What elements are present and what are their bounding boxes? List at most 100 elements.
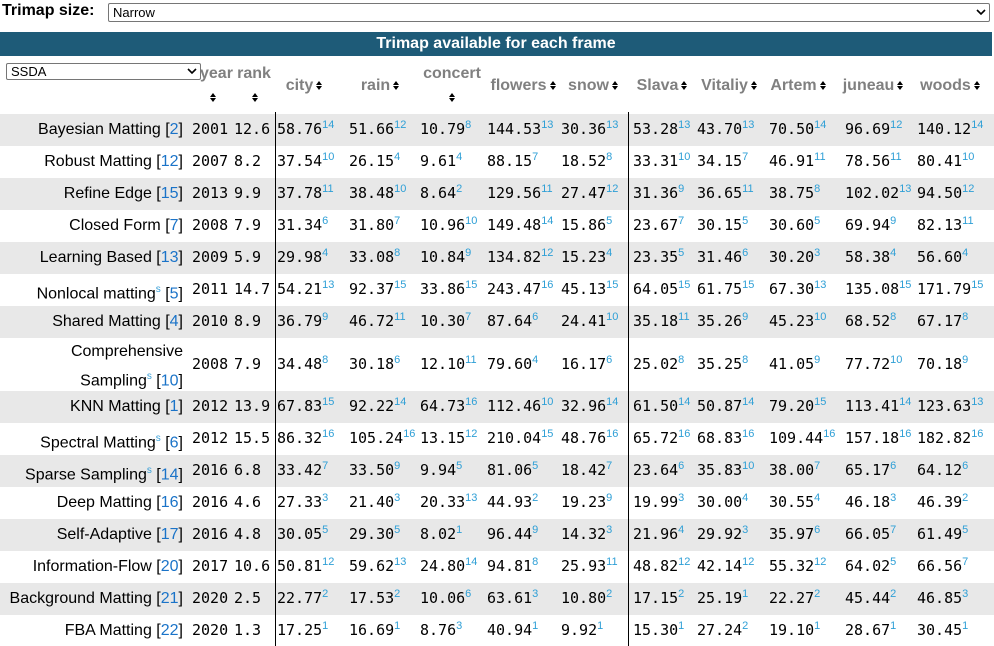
reference-link[interactable]: 22	[160, 621, 179, 639]
reference-link[interactable]: 10	[160, 372, 179, 390]
score-value: 56.60	[917, 248, 963, 266]
score-rank: 8	[814, 183, 821, 195]
reference-link[interactable]: 17	[160, 526, 179, 543]
column-header-rain[interactable]: rain	[340, 77, 420, 95]
reference-link[interactable]: 6	[169, 434, 179, 452]
score-rank: 4	[814, 492, 821, 504]
reference-link[interactable]: 20	[160, 558, 179, 575]
method-source-marker: s	[146, 465, 152, 476]
score-cell-woods: 140.1214	[917, 120, 983, 139]
score-rank: 7	[890, 524, 897, 536]
method-rank: 5.9	[234, 248, 262, 266]
score-value: 129.56	[487, 184, 542, 202]
score-value: 18.42	[561, 461, 607, 479]
method-name: Spectral Mattings [6]	[40, 433, 183, 452]
score-value: 17.53	[349, 589, 395, 607]
score-cell-concert: 13.1512	[420, 429, 477, 448]
score-value: 38.00	[769, 461, 815, 479]
sort-arrows-icon[interactable]	[316, 81, 323, 91]
reference-link[interactable]: 5	[169, 285, 179, 303]
method-year: 2020	[192, 620, 229, 639]
score-value: 15.86	[561, 216, 607, 234]
score-rank: 10	[814, 311, 827, 323]
column-header-artem[interactable]: Artem	[758, 77, 838, 95]
sort-arrows-icon[interactable]	[393, 81, 400, 91]
score-rank: 5	[890, 556, 897, 568]
score-cell-slava: 15.301	[633, 620, 684, 639]
column-header-year[interactable]: year	[200, 65, 233, 82]
reference-link[interactable]: 21	[160, 590, 179, 607]
reference-link[interactable]: 16	[160, 494, 179, 511]
score-cell-artem: 67.3013	[769, 280, 826, 299]
score-cell-juneau: 46.183	[845, 493, 896, 512]
score-value: 92.37	[349, 280, 395, 298]
top-bar: Trimap size: Narrow	[0, 0, 994, 26]
column-header-juneau[interactable]: juneau	[833, 77, 913, 95]
score-cell-slava: 33.3110	[633, 152, 690, 171]
reference-link[interactable]: 12	[160, 153, 179, 170]
method-name-text: Information-Flow	[32, 558, 152, 575]
column-header-snow[interactable]: snow	[553, 77, 633, 95]
score-rank: 8	[742, 353, 749, 366]
score-cell-concert: 10.849	[420, 248, 471, 267]
score-cell-vitaliy: 36.6511	[697, 184, 754, 203]
score-rank: 12	[678, 556, 691, 568]
sort-arrows-icon[interactable]	[449, 93, 455, 103]
score-cell-vitaliy: 35.258	[697, 353, 749, 373]
score-cell-artem: 45.2310	[769, 311, 827, 331]
score-rank: 15	[899, 279, 912, 291]
reference-link[interactable]: 7	[169, 217, 179, 234]
sort-arrows-icon[interactable]	[819, 81, 826, 91]
reference-link[interactable]: 4	[169, 313, 179, 330]
reference-link[interactable]: 13	[160, 249, 179, 266]
score-value: 149.48	[487, 216, 542, 234]
score-rank: 2	[742, 619, 749, 632]
column-header-slava[interactable]: Slava	[622, 77, 702, 95]
reference-link[interactable]: 15	[160, 185, 179, 202]
sort-arrows-icon[interactable]	[210, 93, 216, 102]
score-rank: 10	[606, 311, 619, 323]
reference-link[interactable]: 1	[169, 398, 179, 415]
method-name-text: Sparse Sampling	[25, 466, 147, 484]
sort-arrows-icon[interactable]	[252, 93, 258, 102]
sort-arrows-icon[interactable]	[750, 81, 757, 91]
column-header-rank[interactable]: rank	[237, 65, 271, 82]
column-header-city[interactable]: city	[264, 77, 344, 95]
score-value: 37.54	[277, 152, 323, 170]
score-rank: 11	[394, 311, 406, 323]
score-cell-city: 27.333	[277, 493, 328, 512]
reference-link[interactable]: 14	[160, 466, 179, 484]
sort-arrows-icon[interactable]	[549, 81, 556, 91]
score-rank: 4	[678, 524, 685, 536]
score-cell-slava: 25.028	[633, 354, 684, 373]
score-cell-vitaliy: 27.242	[697, 619, 749, 639]
sort-arrows-icon[interactable]	[973, 81, 980, 91]
table-row: Robust Matting [12] 2007 8.2 37.5410 26.154 9…	[0, 146, 994, 178]
score-cell-rain: 26.154	[349, 152, 400, 171]
score-value: 243.47	[487, 280, 542, 298]
score-cell-city: 86.3216	[277, 429, 334, 448]
score-cell-slava: 65.7216	[633, 429, 690, 448]
method-name-text: Self-Adaptive	[56, 526, 152, 543]
score-rank: 15	[814, 396, 827, 408]
score-cell-artem: 30.605	[769, 216, 820, 235]
score-value: 23.64	[633, 461, 679, 479]
method-filter-select[interactable]: SSDA	[6, 63, 201, 80]
column-header-woods[interactable]: woods	[910, 77, 990, 95]
score-value: 29.92	[697, 525, 743, 543]
reference-link[interactable]: 2	[169, 121, 179, 138]
sort-arrows-icon[interactable]	[611, 81, 618, 91]
sort-arrows-icon[interactable]	[681, 81, 688, 91]
score-rank: 4	[322, 247, 329, 259]
column-header-label: juneau	[842, 77, 895, 94]
column-header-vitaliy[interactable]: Vitaliy	[689, 77, 769, 95]
column-header-flowers[interactable]: flowers	[483, 77, 563, 95]
sort-arrows-icon[interactable]	[897, 81, 904, 91]
score-cell-slava: 61.5014	[633, 397, 690, 416]
column-header-concert[interactable]: concert	[412, 65, 492, 107]
score-rank: 15	[606, 279, 619, 291]
trimap-size-select[interactable]: Narrow	[108, 3, 990, 22]
score-value: 27.33	[277, 493, 323, 511]
score-rank: 11	[678, 311, 690, 323]
method-name: Deep Matting [16]	[56, 494, 183, 511]
